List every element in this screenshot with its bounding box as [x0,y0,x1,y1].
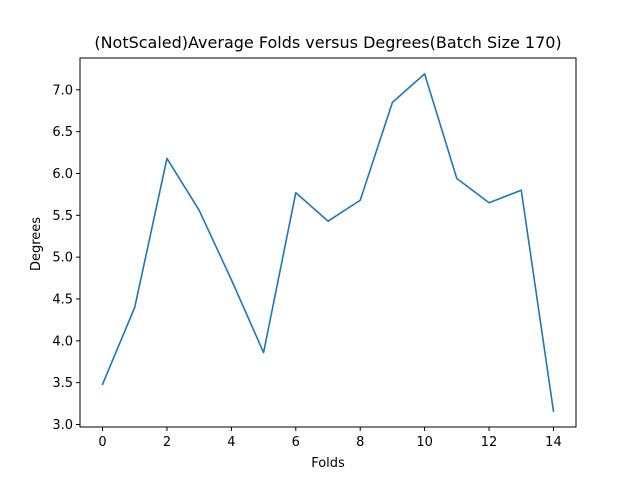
x-axis-title: Folds [311,456,345,471]
x-tick-label: 8 [356,435,364,450]
y-tick-label: 5.5 [52,209,73,224]
y-axis-title: Degrees [29,217,44,271]
y-tick-label: 5.0 [52,251,73,266]
axes-frame [79,57,577,428]
x-tick-label: 6 [292,435,300,450]
y-tick-label: 6.5 [52,125,73,140]
x-tick-label: 4 [227,435,235,450]
y-tick-label: 3.5 [52,376,73,391]
x-tick-label: 12 [481,435,498,450]
chart-title: (NotScaled)Average Folds versus Degrees(… [94,33,561,52]
y-tick-label: 7.0 [52,83,73,98]
x-tick-label: 14 [545,435,562,450]
series-line-0 [101,73,555,413]
x-tick-label: 2 [163,435,171,450]
y-tick-label: 4.0 [52,334,73,349]
plot-area: 0 2 4 6 8 10 12 14 3.0 3.5 4.0 4.5 5.0 5.5 6.0 6.5 7.0 [52,57,577,450]
x-tick-label: 10 [416,435,433,450]
x-tick-label: 0 [98,435,106,450]
y-tick-label: 6.0 [52,167,73,182]
y-tick-label: 4.5 [52,292,73,307]
y-tick-label: 3.0 [52,418,73,433]
